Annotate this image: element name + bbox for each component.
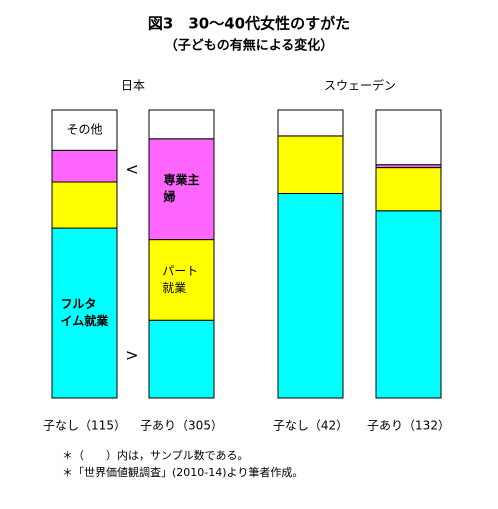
- group-label: スウェーデン: [324, 78, 396, 93]
- bar-segment: [148, 109, 215, 140]
- bar-segment: [51, 181, 118, 229]
- bar-segment: [51, 227, 118, 399]
- bar-segment: [148, 319, 215, 399]
- series-label: 専業主婦: [163, 173, 200, 205]
- bar-segment: [51, 109, 118, 151]
- bar-segment: [51, 149, 118, 183]
- bar-segment: [375, 167, 442, 212]
- annotation: >: [125, 346, 138, 365]
- x-tick-label: 子なし（42）: [273, 419, 348, 433]
- series-label: フルタイム就業: [60, 297, 109, 329]
- bar-segment: [277, 109, 344, 137]
- x-tick-label: 子なし（115）: [43, 419, 126, 433]
- group-label: 日本: [121, 79, 145, 93]
- note: ＊「世界価値観調査」(2010-14)より筆者作成。: [62, 465, 303, 479]
- chart-subtitle: （子どもの有無による変化）: [165, 38, 334, 54]
- x-tick-label: 子あり（305）: [140, 419, 223, 433]
- bar-segment: [277, 193, 344, 399]
- series-label: その他: [66, 122, 103, 137]
- chart-title: 図3 30〜40代女性のすがた: [148, 15, 350, 33]
- bar-segment: [148, 138, 215, 241]
- note: ＊（ ）内は，サンプル数である。: [62, 448, 249, 462]
- x-tick-label: 子あり（132）: [367, 419, 450, 433]
- series-label: パート就業: [162, 263, 199, 295]
- annotation: <: [125, 160, 138, 179]
- bar-segment: [375, 210, 442, 399]
- bar-segment: [375, 109, 442, 166]
- bar-segment: [277, 135, 344, 195]
